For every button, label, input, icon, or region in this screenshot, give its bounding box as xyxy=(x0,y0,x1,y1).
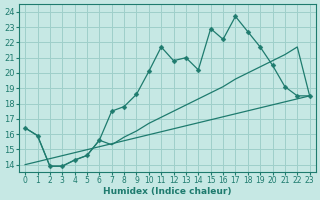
X-axis label: Humidex (Indice chaleur): Humidex (Indice chaleur) xyxy=(103,187,232,196)
